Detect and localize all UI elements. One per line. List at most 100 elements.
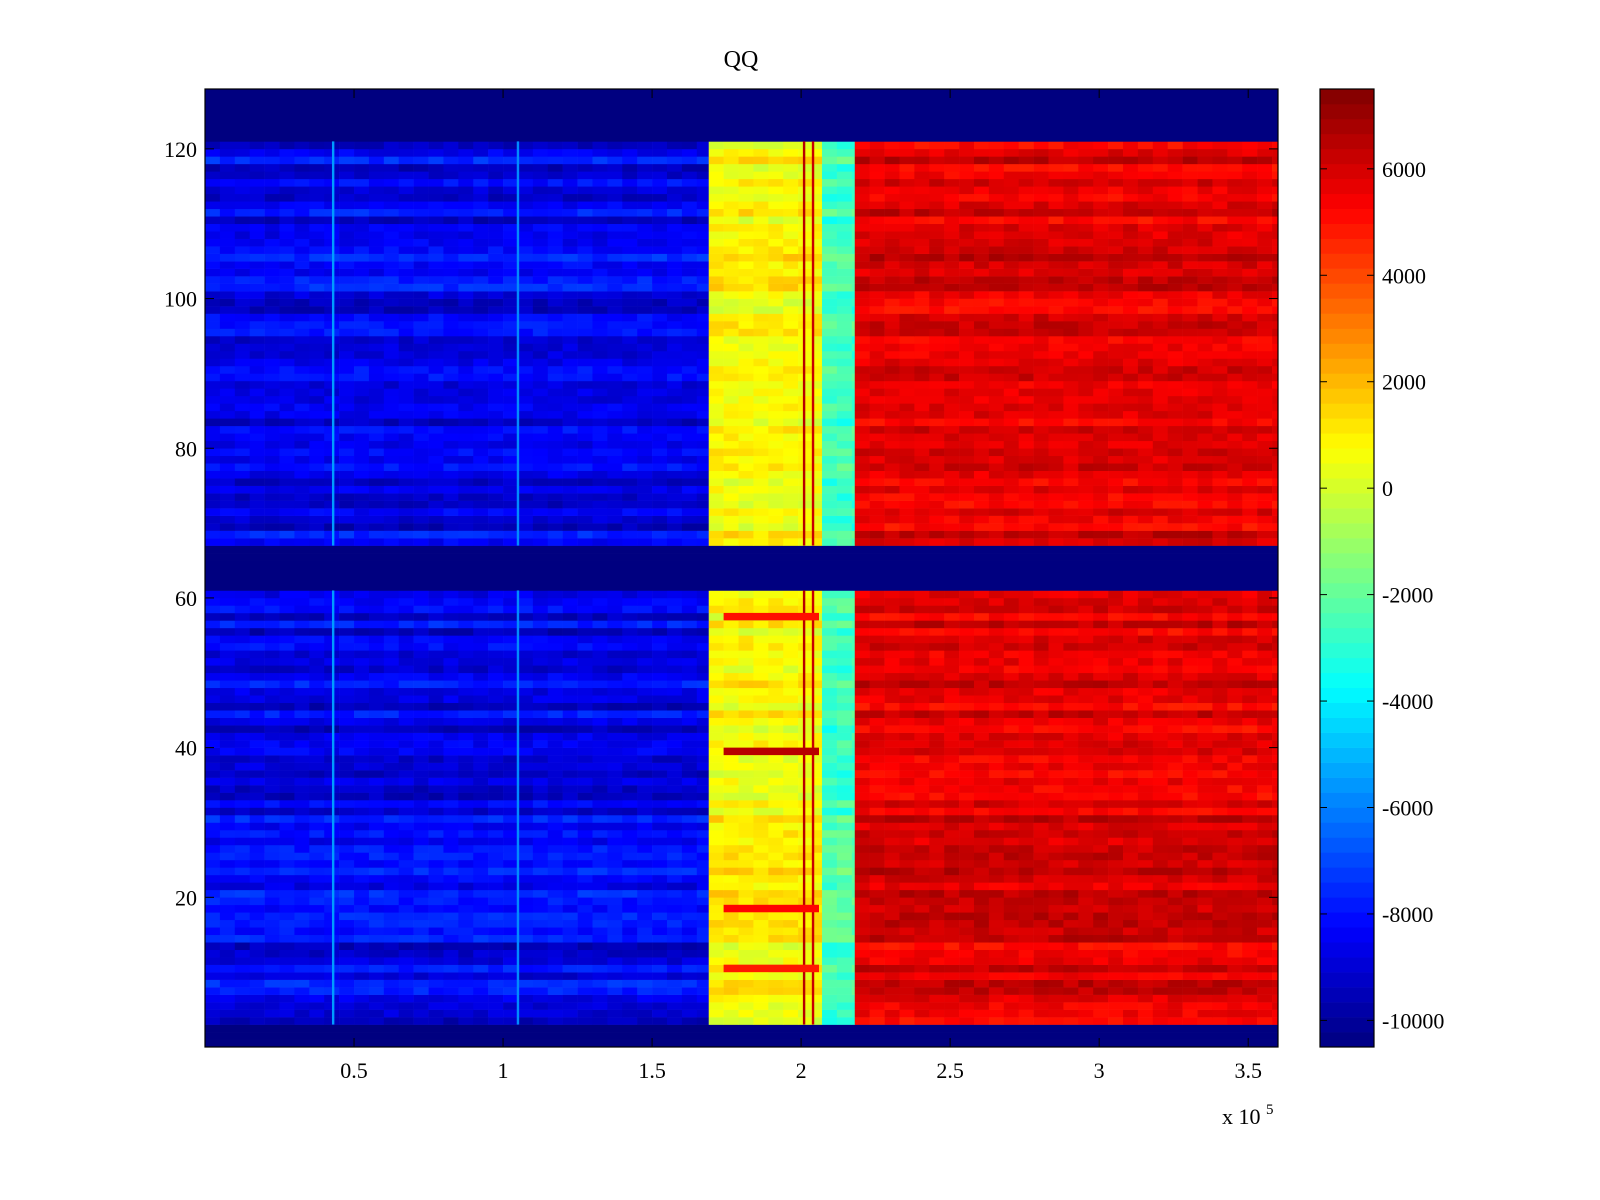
heatmap-cell: [354, 1009, 370, 1018]
heatmap-cell: [696, 725, 710, 733]
heatmap-cell: [1063, 844, 1079, 853]
heatmap-cell: [988, 882, 1005, 891]
heatmap-cell: [1033, 874, 1049, 883]
heatmap-cell: [488, 822, 504, 831]
heatmap-cell: [1063, 740, 1079, 748]
heatmap-cell: [443, 792, 459, 801]
heatmap-cell: [443, 687, 459, 696]
heatmap-cell: [503, 807, 519, 816]
heatmap-cell: [723, 844, 739, 853]
heatmap-cell: [944, 523, 960, 531]
heatmap-cell: [768, 874, 784, 883]
heatmap-cell: [929, 620, 945, 629]
heatmap-cell: [428, 493, 444, 501]
heatmap-cell: [854, 919, 870, 928]
heatmap-cell: [708, 710, 724, 718]
heatmap-cell: [532, 792, 549, 801]
heatmap-cell: [458, 657, 474, 666]
heatmap-cell: [1063, 530, 1079, 539]
heatmap-cell: [696, 859, 710, 868]
heatmap-cell: [723, 493, 739, 501]
heatmap-cell: [219, 987, 236, 995]
heatmap-cell: [517, 470, 534, 479]
heatmap-cell: [354, 867, 370, 876]
heatmap-cell: [1212, 687, 1228, 696]
heatmap-cell: [309, 732, 325, 741]
heatmap-cell: [813, 859, 823, 868]
heatmap-cell: [428, 740, 444, 748]
heatmap-cell: [547, 642, 563, 651]
heatmap-cell: [973, 657, 990, 666]
heatmap-cell: [458, 822, 474, 831]
heatmap-cell: [851, 500, 856, 509]
heatmap-cell: [562, 725, 578, 733]
heatmap-cell: [869, 665, 885, 674]
heatmap-cell: [854, 530, 870, 539]
heatmap-cell: [503, 829, 519, 838]
heatmap-cell: [1137, 642, 1154, 651]
heatmap-cell: [1048, 949, 1064, 958]
heatmap-cell: [1227, 897, 1243, 906]
heatmap-cell: [914, 650, 930, 659]
heatmap-cell: [929, 732, 945, 741]
heatmap-cell: [473, 695, 489, 704]
heatmap-cell: [458, 927, 474, 936]
heatmap-cell: [1033, 957, 1049, 965]
heatmap-cell: [869, 919, 885, 928]
heatmap-cell: [1152, 695, 1169, 704]
heatmap-cell: [854, 695, 870, 704]
heatmap-cell: [899, 672, 915, 681]
heatmap-cell: [413, 874, 429, 883]
heatmap-cell: [473, 829, 489, 838]
heatmap-cell: [944, 852, 960, 861]
heatmap-cell: [219, 949, 236, 958]
heatmap-cell: [517, 912, 534, 921]
heatmap-cell: [1257, 605, 1273, 614]
heatmap-cell: [1108, 777, 1124, 786]
heatmap-cell: [914, 957, 930, 965]
heatmap-cell: [532, 785, 549, 793]
heatmap-cell: [681, 889, 698, 898]
heatmap-cell: [1003, 822, 1019, 831]
heatmap-cell: [821, 710, 838, 718]
heatmap-cell: [622, 725, 638, 733]
heatmap-cell: [1063, 508, 1079, 516]
heatmap-cell: [205, 710, 221, 718]
heatmap-cell: [798, 912, 814, 921]
heatmap-cell: [753, 957, 769, 965]
heatmap-cell: [914, 627, 930, 636]
heatmap-cell: [851, 650, 856, 659]
heatmap-cell: [503, 1002, 519, 1010]
heatmap-cell: [339, 874, 355, 883]
heatmap-cell: [753, 702, 769, 711]
heatmap-cell: [723, 627, 739, 636]
heatmap-cell: [768, 717, 784, 726]
heatmap-cell: [973, 702, 990, 711]
heatmap-cell: [309, 844, 325, 853]
heatmap-cell: [219, 612, 236, 621]
heatmap-cell: [1123, 590, 1139, 599]
heatmap-cell: [836, 800, 853, 808]
heatmap-cell: [503, 897, 519, 906]
heatmap-cell: [944, 508, 960, 516]
heatmap-cell: [798, 710, 814, 718]
heatmap-cell: [368, 620, 385, 629]
heatmap-cell: [768, 642, 784, 651]
heatmap-cell: [1108, 500, 1124, 509]
heatmap-cell: [354, 530, 370, 539]
heatmap-cell: [1182, 725, 1198, 733]
heatmap-cell: [708, 822, 724, 831]
heatmap-cell: [309, 987, 325, 995]
heatmap-cell: [622, 987, 638, 995]
heatmap-cell: [681, 785, 698, 793]
heatmap-cell: [517, 1002, 534, 1010]
heatmap-cell: [234, 680, 251, 689]
heatmap-cell: [1197, 889, 1213, 898]
heatmap-cell: [851, 994, 856, 1003]
heatmap-cell: [1078, 949, 1094, 958]
heatmap-cell: [413, 770, 429, 778]
heatmap-cell: [294, 762, 310, 771]
heatmap-cell: [592, 523, 608, 531]
heatmap-cell: [681, 530, 698, 539]
heatmap-cell: [1272, 979, 1279, 988]
